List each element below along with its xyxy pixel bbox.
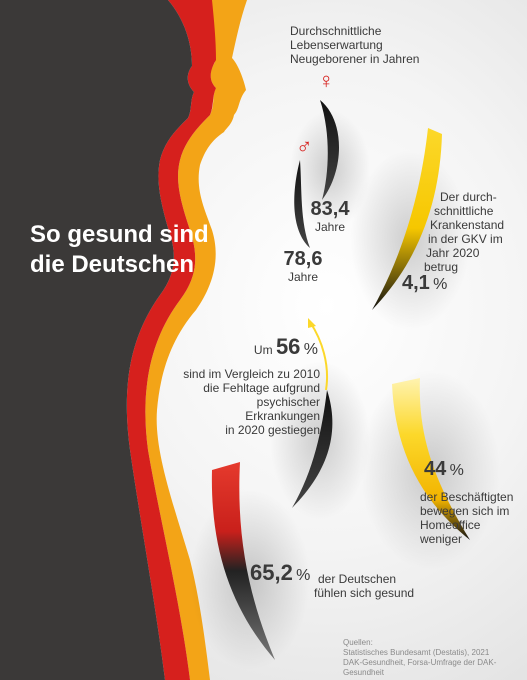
male-horn bbox=[294, 160, 310, 248]
home-office-horn bbox=[392, 378, 470, 540]
healthy-text: der Deutschen fühlen sich gesund bbox=[314, 572, 428, 600]
male-symbol-icon: ♂ bbox=[296, 134, 313, 159]
home-office-unit: % bbox=[449, 462, 464, 479]
home-office-text: der Beschäftigten bewegen sich im Homeof… bbox=[420, 490, 525, 546]
mental-health-value: 56 bbox=[275, 334, 301, 359]
healthy-line-2: fühlen sich gesund bbox=[314, 586, 415, 600]
home-office-line-1: der Beschäftigten bbox=[420, 490, 514, 504]
sick-leave-text: Der durch- schnittliche Krankenstand in … bbox=[424, 190, 524, 274]
sick-leave-line-3: Krankenstand bbox=[430, 218, 505, 232]
female-symbol-icon: ♀ bbox=[318, 68, 335, 93]
female-life-expectancy-unit: Jahre bbox=[314, 220, 346, 234]
sick-leave-unit: % bbox=[433, 276, 448, 293]
sources: Quellen: Statistisches Bundesamt (Destat… bbox=[343, 638, 527, 678]
healthy-unit: % bbox=[296, 567, 311, 584]
mental-health-figure: Um 56 % bbox=[186, 336, 318, 358]
mental-health-text: sind im Vergleich zu 2010 die Fehltage a… bbox=[180, 367, 320, 437]
mental-health-line-1: sind im Vergleich zu 2010 bbox=[183, 367, 320, 381]
healthy-line-1: der Deutschen bbox=[318, 572, 397, 586]
mental-health-line-4: in 2020 gestiegen bbox=[225, 423, 320, 437]
sick-leave-line-6: betrug bbox=[424, 260, 459, 274]
female-life-expectancy: 83,4 Jahre bbox=[305, 198, 355, 234]
sick-leave-horn bbox=[372, 128, 442, 310]
home-office-value: 44 bbox=[424, 458, 447, 480]
sources-line-2: DAK-Gesundheit, Forsa-Umfrage der DAK-Ge… bbox=[343, 658, 497, 677]
sick-leave-figure: 4,1 % bbox=[402, 273, 482, 293]
sick-leave-line-4: in der GKV im bbox=[428, 232, 503, 246]
mental-health-line-2: die Fehltage aufgrund bbox=[203, 381, 320, 395]
healthy-horn bbox=[211, 462, 275, 660]
sick-leave-value: 4,1 bbox=[402, 272, 430, 294]
mental-health-line-3: psychischer Erkrankungen bbox=[245, 395, 320, 423]
mental-health-horn bbox=[292, 390, 333, 508]
mental-health-prefix: Um bbox=[253, 343, 273, 357]
life-expectancy-heading-line-3: Neugeborener in Jahren bbox=[290, 52, 420, 66]
sick-leave-line-5: Jahr 2020 bbox=[426, 246, 480, 260]
male-life-expectancy-value: 78,6 bbox=[283, 248, 323, 270]
life-expectancy-heading: Durchschnittliche Lebenserwartung Neugeb… bbox=[290, 24, 430, 66]
dark-profile-silhouette bbox=[0, 0, 194, 680]
home-office-line-2: bewegen sich im bbox=[420, 504, 510, 518]
sources-label: Quellen: bbox=[343, 638, 373, 647]
healthy-figure: 65,2 % bbox=[250, 562, 350, 584]
orange-profile-band bbox=[145, 0, 247, 680]
sick-leave-line-2: schnittliche bbox=[434, 204, 494, 218]
male-life-expectancy-unit: Jahre bbox=[287, 270, 319, 284]
female-life-expectancy-value: 83,4 bbox=[310, 198, 350, 220]
title-line-1: So gesund sind bbox=[30, 221, 209, 248]
male-life-expectancy: 78,6 Jahre bbox=[278, 248, 328, 284]
life-expectancy-heading-line-2: Lebenserwartung bbox=[290, 38, 383, 52]
home-office-line-4: weniger bbox=[420, 532, 463, 546]
red-profile-band bbox=[126, 0, 216, 680]
female-horn bbox=[320, 100, 340, 200]
home-office-figure: 44 % bbox=[424, 459, 524, 479]
mental-health-arrow bbox=[309, 321, 328, 391]
title-line-2: die Deutschen bbox=[30, 251, 195, 278]
sick-leave-line-1: Der durch- bbox=[440, 190, 497, 204]
page-title: So gesund sind die Deutschen bbox=[30, 220, 209, 280]
life-expectancy-heading-line-1: Durchschnittliche bbox=[290, 24, 382, 38]
mental-health-unit: % bbox=[303, 341, 318, 358]
healthy-value: 65,2 bbox=[250, 560, 293, 585]
sources-line-1: Statistisches Bundesamt (Destatis), 2021 bbox=[343, 648, 490, 657]
home-office-line-3: Homeoffice bbox=[420, 518, 481, 532]
